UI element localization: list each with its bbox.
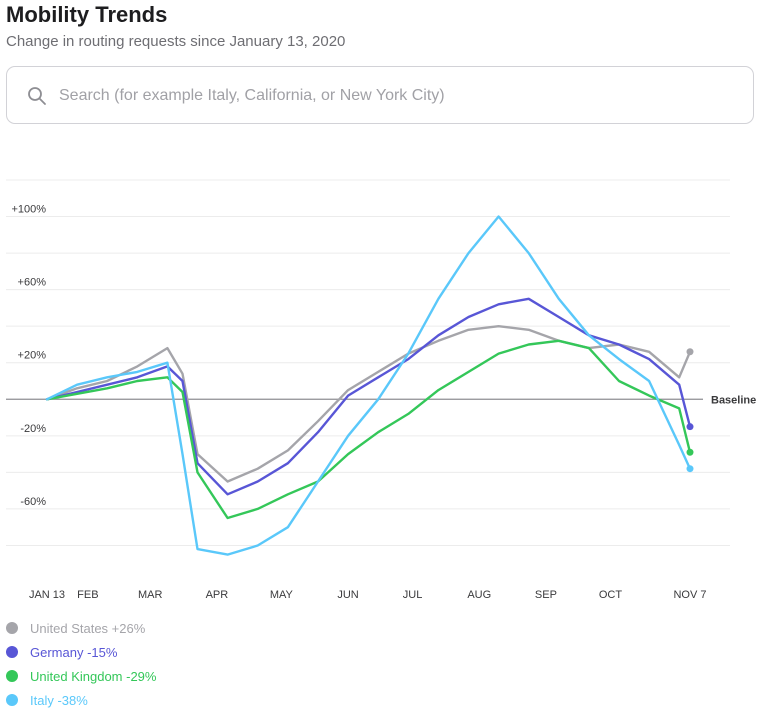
series-line-italy	[45, 215, 692, 556]
series-line-united-states	[45, 324, 692, 483]
series-end-point	[686, 448, 694, 456]
legend-dot-united-kingdom	[6, 670, 18, 682]
legend-label: United Kingdom -29%	[30, 668, 157, 684]
legend: United States +26% Germany -15% United K…	[6, 616, 156, 712]
y-tick-label: +60%	[18, 277, 47, 289]
baseline-label: Baseline	[711, 394, 756, 406]
legend-dot-germany	[6, 646, 18, 658]
legend-item-germany[interactable]: Germany -15%	[6, 640, 156, 664]
search-box[interactable]	[6, 66, 754, 124]
series-line-germany	[45, 297, 692, 496]
x-tick-label: SEP	[535, 589, 557, 601]
legend-label: United States +26%	[30, 620, 146, 636]
x-tick-label: JUN	[337, 589, 358, 601]
x-tick-label: AUG	[467, 589, 491, 601]
legend-dot-italy	[6, 694, 18, 706]
y-tick-label: +100%	[11, 204, 46, 216]
legend-item-united-states[interactable]: United States +26%	[6, 616, 156, 640]
mobility-chart: +100% +60% +20% -20% -60% Baseline JAN 13 FEB MA…	[6, 179, 756, 601]
y-tick-label: -60%	[20, 496, 46, 508]
legend-label: Germany -15%	[30, 644, 118, 660]
series-line-united-kingdom	[45, 339, 692, 520]
y-tick-label: +20%	[18, 350, 47, 362]
x-tick-label: FEB	[77, 589, 98, 601]
y-tick-label: -20%	[20, 423, 46, 435]
series-end-point	[686, 465, 694, 473]
legend-label: Italy -38%	[30, 692, 88, 708]
x-tick-label: MAY	[270, 589, 294, 601]
series-end-point	[686, 348, 694, 356]
x-tick-label: JAN 13	[29, 589, 65, 601]
x-tick-label: MAR	[138, 589, 163, 601]
x-tick-label: OCT	[599, 589, 623, 601]
series-end-point	[686, 423, 694, 431]
legend-item-united-kingdom[interactable]: United Kingdom -29%	[6, 664, 156, 688]
legend-item-italy[interactable]: Italy -38%	[6, 688, 156, 712]
x-tick-label: APR	[206, 589, 229, 601]
page-title: Mobility Trends	[6, 2, 168, 27]
x-tick-label: JUL	[403, 589, 423, 601]
x-tick-label: NOV 7	[673, 589, 706, 601]
search-input[interactable]	[57, 77, 741, 115]
search-icon	[28, 87, 46, 105]
legend-dot-united-states	[6, 622, 18, 634]
page-subtitle: Change in routing requests since January…	[6, 33, 346, 50]
